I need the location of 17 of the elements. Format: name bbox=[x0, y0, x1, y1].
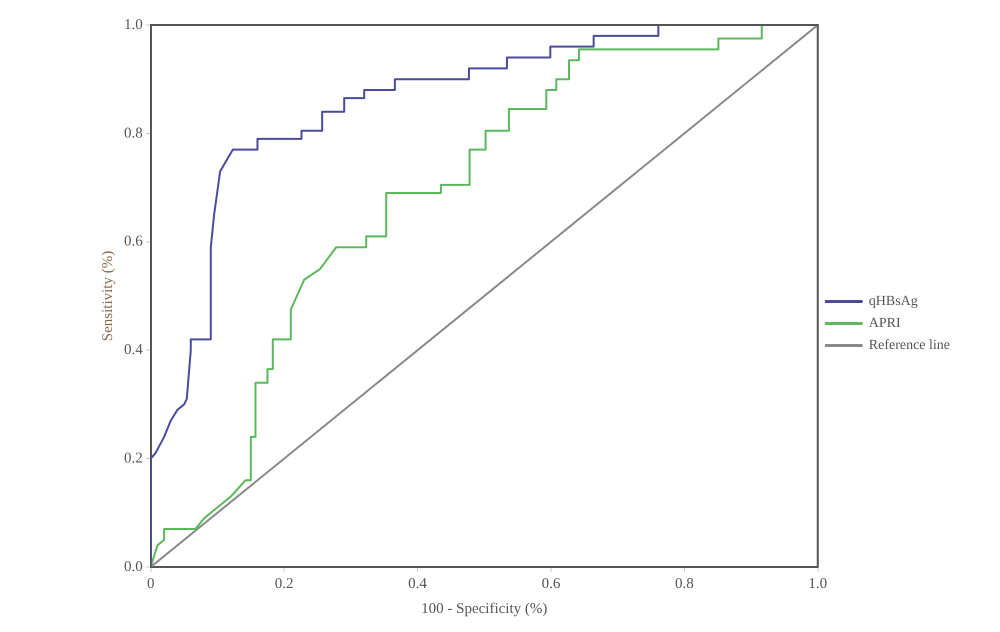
x-tick-label: 0.8 bbox=[674, 576, 694, 592]
y-axis-title: Sensitivity (%) bbox=[100, 250, 116, 342]
y-tick-label: 0.0 bbox=[124, 558, 143, 575]
y-tick-label: 1.0 bbox=[124, 16, 143, 33]
y-tick-label: 0.6 bbox=[124, 234, 144, 250]
x-tick-label: 0.4 bbox=[408, 576, 428, 592]
x-tick-label: 0 bbox=[147, 576, 154, 592]
x-tick-label: 1.0 bbox=[808, 576, 828, 592]
x-axis-title: 100 - Specificity (%) bbox=[421, 600, 548, 617]
x-tick-label: 0.2 bbox=[274, 576, 294, 592]
y-tick-label: 0.4 bbox=[124, 342, 144, 358]
y-tick-label: 0.2 bbox=[124, 450, 143, 467]
x-tick-label: 0.6 bbox=[542, 576, 561, 592]
legend-label: Reference line bbox=[868, 338, 950, 354]
legend-label: qHBsAg bbox=[868, 294, 918, 310]
legend-label: APRI bbox=[868, 316, 902, 332]
y-tick-label: 0.8 bbox=[124, 125, 143, 142]
